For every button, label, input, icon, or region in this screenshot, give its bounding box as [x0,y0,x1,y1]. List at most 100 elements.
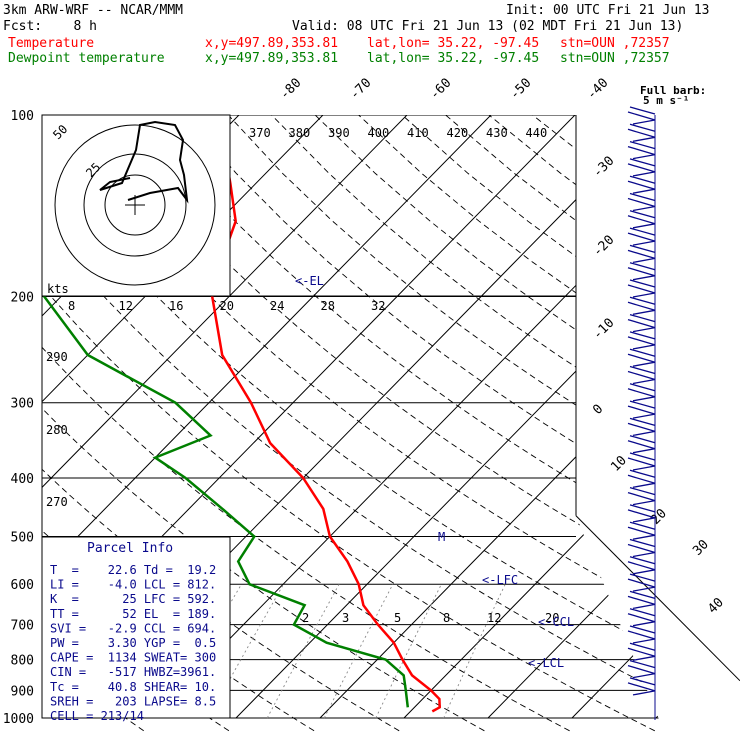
speed-label-32: 32 [371,299,385,313]
speed-label-24: 24 [270,299,284,313]
theta-label-430: 430 [486,126,508,140]
parcel-info-title: Parcel Info [87,541,173,556]
isotherm-label-30: 30 [690,537,712,559]
forecast-hour: Fcst: 8 h [3,19,97,34]
isotherm-label--10: -10 [590,316,617,343]
wind-barb [627,227,656,246]
init-time: Init: 00 UTC Fri 21 Jun 13 [506,3,710,18]
wind-barb [627,348,656,367]
frame-diagonal [575,515,740,682]
wind-barb [627,400,656,419]
wind-barb [627,175,656,194]
valid-time: Valid: 08 UTC Fri 21 Jun 13 (02 MDT Fri … [292,19,684,34]
wind-barb [627,608,656,627]
legend-temp-stn: stn=OUN ,72357 [560,36,670,51]
dry-adiabat-460 [532,115,740,732]
ccl-marker: <-CCL [538,615,574,629]
wind-barb [627,192,656,212]
legend-dew-xy: x,y=497.89,353.81 [205,51,339,66]
wind-barb [627,365,656,385]
mixing-ratio-5 [266,583,340,719]
pressure-label-600: 600 [11,578,34,593]
mixing-ratio-12 [375,583,442,719]
pressure-label-400: 400 [11,472,34,487]
wind-barb [627,521,656,540]
mixing-label-20: 20 [545,611,559,625]
lfc-marker: <-LFC [482,573,518,587]
wind-barb [627,123,656,142]
speed-label-12: 12 [119,299,133,313]
wind-barb [627,244,656,264]
isotherm-label-40: 40 [705,595,727,617]
mixing-label-8: 8 [443,611,450,625]
el-marker: <-EL [295,274,324,288]
hodograph-trace [99,120,189,204]
theta-label-370: 370 [249,126,271,140]
parcel-row: Tc = 40.8 SHEAR= 10. [50,680,216,694]
dry-adiabat-300 [42,115,485,732]
dry-adiabat-400 [271,115,740,732]
theta-label-420: 420 [447,126,469,140]
parcel-row: CELL = 213/14 [50,709,144,723]
theta-label-410: 410 [407,126,429,140]
parcel-row: SVI = -2.9 CCL = 694. [50,621,216,635]
pressure-label-200: 200 [11,291,34,306]
isotherm-label-10: 10 [608,453,630,475]
mixing-label-12: 12 [487,611,501,625]
legend-dew-latlon: lat,lon= 35.22, -97.45 [367,51,540,66]
mixing-label-5: 5 [394,611,401,625]
wind-barb [627,504,656,523]
dry-adiabat-360 [97,115,740,732]
pressure-label-500: 500 [11,530,34,545]
hodo-ring-0 [104,174,166,236]
parcel-row: CAPE = 1134 SWEAT= 300 [50,651,216,665]
legend-temp-name: Temperature [8,36,95,51]
theta-e-label-280: 280 [46,423,68,437]
isotherm--40 [42,115,492,719]
hodo-kts-label: kts [47,282,69,296]
parcel-row: PW = 3.30 YGP = 0.5 [50,636,216,650]
parcel-row: K = 25 LFC = 592. [50,592,216,606]
wind-barb [627,262,656,281]
wind-barb [627,659,656,679]
isotherm-label--60: -60 [427,76,454,103]
speed-label-28: 28 [321,299,335,313]
dry-adiabat-430 [401,115,740,732]
wind-barb [627,486,656,506]
isotherm-label--30: -30 [590,154,617,181]
isotherm-30 [487,115,740,719]
speed-label-20: 20 [220,299,234,313]
parcel-row: T = 22.6 Td = 19.2 [50,563,216,577]
legend-temp-latlon: lat,lon= 35.22, -97.45 [367,36,540,51]
wind-barb [627,677,656,696]
wind-barb [627,556,656,575]
pressure-label-800: 800 [11,654,34,669]
dry-adiabat-310 [42,115,570,732]
isotherm-label--80: -80 [277,76,304,103]
wind-barb [627,590,656,610]
parcel-row: CIN = -517 HWBZ=3961. [50,665,216,679]
pressure-label-100: 100 [11,109,34,124]
dry-adiabat-410 [314,115,740,732]
theta-label-440: 440 [526,126,548,140]
wind-barb [627,158,656,177]
wind-barb [627,296,656,315]
dry-adiabat-330 [42,115,740,732]
wind-barb [627,435,656,454]
wind-barb [627,383,656,402]
wind-barb [627,140,656,160]
mixing-label-2: 2 [302,611,309,625]
lcl-marker: <-LCL [528,656,564,670]
parcel-row: LI = -4.0 LCL = 812. [50,578,216,592]
isotherm-10 [319,115,740,719]
isotherm-label--20: -20 [590,233,617,260]
wind-barb [627,625,656,644]
pressure-label-1000: 1000 [3,712,34,727]
speed-label-8: 8 [68,299,75,313]
mixing-label-3: 3 [342,611,349,625]
legend-dew-name: Dewpoint temperature [8,51,165,66]
dry-adiabat-320 [42,115,656,732]
pressure-label-700: 700 [11,619,34,634]
wind-barb [627,573,656,592]
dry-adiabat-440 [445,115,740,732]
